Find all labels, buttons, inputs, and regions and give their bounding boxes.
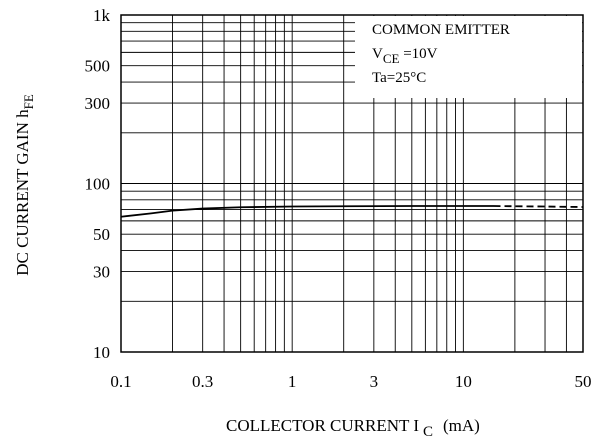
- y-tick-labels: 10 30 50 100 300 500 1k: [85, 6, 111, 362]
- y-tick-label: 10: [93, 343, 110, 362]
- x-axis-title-main: COLLECTOR CURRENT I: [226, 416, 419, 435]
- x-tick-labels: 0.1 0.3 1 3 10 50: [110, 372, 591, 391]
- x-tick-label: 3: [370, 372, 379, 391]
- hfe-curve-dashed: [493, 205, 584, 208]
- x-axis-title-unit: (mA): [443, 416, 480, 435]
- plot-frame: [120, 14, 584, 353]
- x-axis-title: COLLECTOR CURRENT I C (mA): [226, 416, 480, 440]
- annotation-vce-value: =10V: [399, 46, 437, 62]
- annotation-line1: COMMON EMITTER: [372, 22, 510, 38]
- series-layer: [120, 205, 584, 218]
- y-tick-label: 500: [85, 57, 111, 76]
- y-axis-title-main: DC CURRENT GAIN h: [13, 109, 32, 276]
- x-tick-label: 0.1: [110, 372, 131, 391]
- annotation-box-bg: [355, 16, 582, 98]
- x-tick-label: 0.3: [192, 372, 213, 391]
- y-tick-label: 1k: [93, 6, 111, 25]
- annotation-line3: Ta=25°C: [372, 70, 426, 86]
- x-tick-label: 1: [288, 372, 297, 391]
- x-tick-label: 50: [575, 372, 592, 391]
- hfe-curve-solid: [120, 205, 494, 218]
- annotation-vce-subscript: CE: [383, 51, 400, 66]
- annotation-line2: VCE =10V: [372, 46, 438, 66]
- y-tick-label: 300: [85, 94, 111, 113]
- x-axis-title-subscript: C: [423, 424, 433, 440]
- x-tick-label: 10: [455, 372, 472, 391]
- y-axis-title-subscript: FE: [21, 94, 36, 109]
- y-tick-label: 100: [85, 175, 111, 194]
- y-axis-title: DC CURRENT GAIN hFE: [13, 94, 36, 276]
- y-tick-label: 30: [93, 263, 110, 282]
- y-tick-label: 50: [93, 225, 110, 244]
- annotation-vce-symbol: V: [372, 46, 383, 62]
